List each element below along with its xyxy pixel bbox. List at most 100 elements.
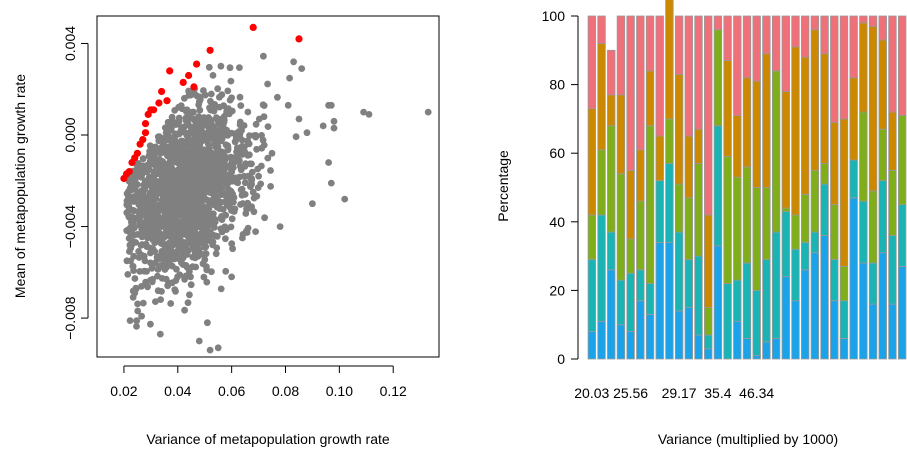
bar-segment bbox=[878, 15, 887, 41]
bar-segment bbox=[771, 70, 781, 233]
highlight-point bbox=[150, 106, 158, 114]
scatter-point bbox=[143, 224, 151, 232]
scatter-outlier-point bbox=[295, 115, 303, 123]
scatter-point bbox=[241, 179, 249, 187]
scatter-point bbox=[126, 177, 133, 185]
scatter-point bbox=[162, 129, 170, 137]
scatter-point bbox=[246, 132, 253, 140]
scatter-point bbox=[163, 136, 171, 144]
scatter-point bbox=[173, 252, 181, 259]
scatter-point bbox=[146, 142, 154, 150]
scatter-point bbox=[190, 108, 197, 116]
bar-segment bbox=[674, 310, 684, 360]
scatter-point bbox=[247, 183, 254, 191]
bar-stack bbox=[810, 15, 820, 360]
bar-y-tick-label: 60 bbox=[549, 145, 565, 161]
scatter-point bbox=[130, 181, 138, 189]
bar-stack bbox=[897, 15, 907, 360]
scatter-point bbox=[264, 154, 272, 162]
scatter-point bbox=[241, 143, 248, 151]
scatter-point bbox=[144, 283, 152, 291]
bar-segment bbox=[636, 300, 645, 360]
scatter-x-tick-label: 0.08 bbox=[272, 383, 299, 399]
highlight-point bbox=[185, 71, 193, 80]
scatter-point bbox=[267, 183, 274, 190]
scatter-point bbox=[196, 106, 204, 114]
scatter-point bbox=[140, 187, 147, 195]
scatter-outlier-point bbox=[309, 200, 316, 208]
bar-segment bbox=[810, 252, 820, 360]
scatter-point bbox=[168, 209, 175, 217]
scatter-point bbox=[171, 237, 179, 244]
bar-segment bbox=[723, 15, 732, 61]
scatter-point bbox=[228, 215, 236, 223]
scatter-point bbox=[221, 223, 229, 231]
bar-segment bbox=[636, 269, 645, 302]
scatter-point bbox=[179, 150, 187, 158]
scatter-point bbox=[192, 236, 199, 244]
scatter-point bbox=[179, 137, 187, 145]
bar-stack bbox=[674, 15, 684, 360]
highlight-point bbox=[141, 120, 150, 128]
scatter-y-axis-label: Mean of metapopulation growth rate bbox=[12, 74, 28, 298]
scatter-panel: 0.02 0.04 0.06 0.08 0.10 0.12 −0.008 −0.004 0.0… bbox=[12, 15, 440, 447]
scatter-point bbox=[170, 168, 178, 176]
scatter-point bbox=[168, 216, 175, 224]
bar-stack bbox=[791, 15, 800, 360]
scatter-point bbox=[241, 162, 249, 170]
bar-segment bbox=[684, 307, 693, 360]
scatter-point bbox=[252, 120, 260, 128]
scatter-point bbox=[181, 306, 189, 314]
bar-stack bbox=[820, 15, 829, 360]
scatter-point bbox=[217, 62, 225, 70]
bar-y-tick-label: 100 bbox=[542, 8, 566, 24]
bar-segment bbox=[771, 15, 781, 72]
scatter-point bbox=[211, 127, 219, 135]
scatter-point bbox=[160, 147, 168, 154]
scatter-point bbox=[139, 299, 147, 307]
bar-segment bbox=[868, 15, 878, 27]
scatter-point bbox=[154, 266, 162, 273]
scatter-point bbox=[224, 131, 232, 139]
scatter-point bbox=[163, 190, 171, 197]
bar-stack bbox=[607, 49, 616, 360]
scatter-point bbox=[192, 126, 200, 134]
scatter-point bbox=[248, 168, 256, 176]
scatter-point bbox=[193, 157, 201, 165]
bar-segment bbox=[616, 173, 626, 281]
scatter-point bbox=[152, 298, 159, 305]
scatter-point bbox=[159, 204, 166, 212]
bar-segment bbox=[597, 320, 606, 360]
bar-segment bbox=[713, 245, 723, 360]
scatter-point bbox=[201, 236, 209, 244]
scatter-point bbox=[209, 160, 217, 168]
bar-segment bbox=[587, 15, 597, 110]
bar-segment bbox=[762, 187, 771, 260]
bar-segment bbox=[733, 320, 742, 360]
scatter-point bbox=[207, 90, 215, 98]
scatter-point bbox=[172, 191, 180, 199]
bar-segment bbox=[791, 248, 800, 302]
bar-segment bbox=[607, 49, 616, 96]
bar-segment bbox=[801, 193, 810, 243]
scatter-point bbox=[227, 153, 235, 161]
bar-segment bbox=[820, 235, 829, 360]
scatter-point bbox=[200, 211, 208, 219]
scatter-point bbox=[154, 272, 161, 280]
scatter-point bbox=[183, 196, 191, 204]
scatter-point bbox=[244, 137, 252, 145]
scatter-point bbox=[203, 227, 210, 235]
scatter-point bbox=[193, 150, 201, 157]
scatter-point bbox=[163, 263, 170, 271]
scatter-point bbox=[248, 160, 255, 168]
bar-segment bbox=[665, 163, 674, 243]
bar-segment bbox=[897, 204, 907, 267]
scatter-point bbox=[148, 202, 156, 210]
bar-segment bbox=[713, 125, 723, 247]
bar-segment bbox=[771, 231, 781, 339]
scatter-point bbox=[224, 198, 231, 206]
scatter-point bbox=[258, 162, 265, 170]
scatter-point bbox=[146, 181, 154, 189]
scatter-point bbox=[150, 173, 158, 181]
bar-segment bbox=[859, 111, 868, 202]
